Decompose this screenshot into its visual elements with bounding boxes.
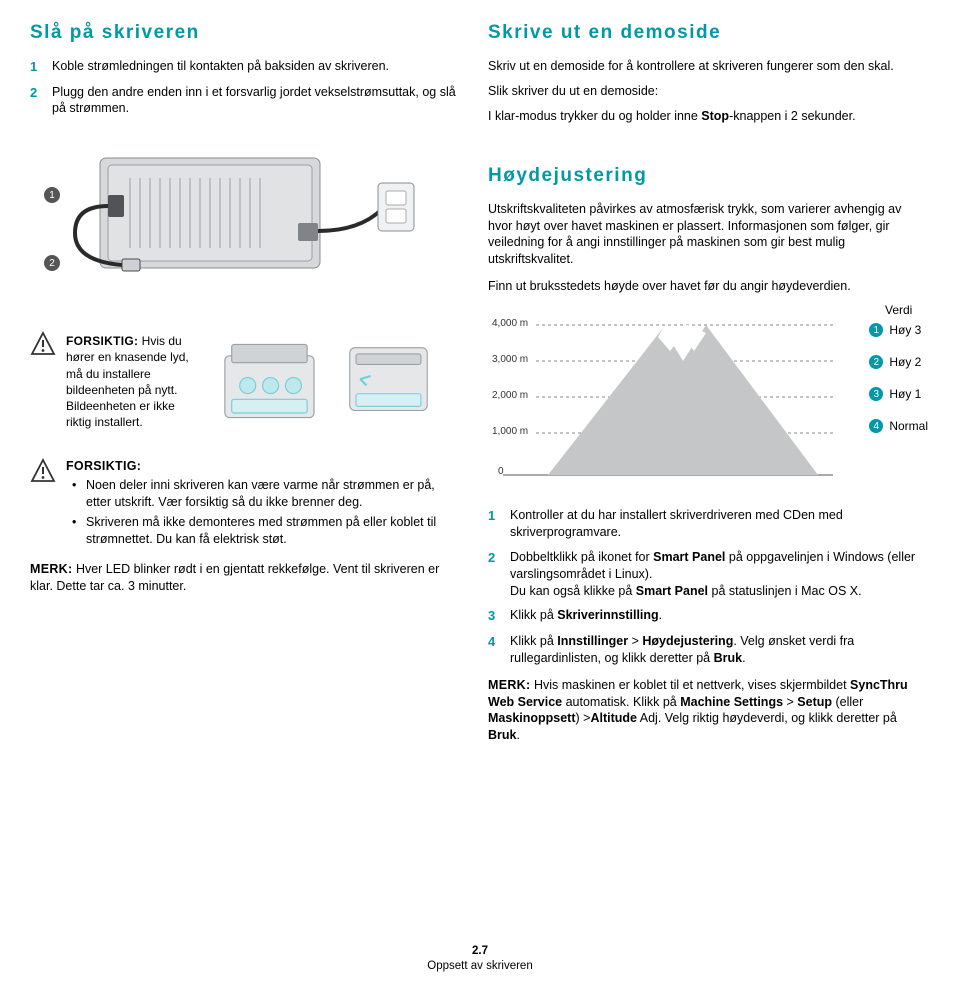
mini-printer-open-icon — [215, 333, 325, 429]
altitude-intro: Utskriftskvaliteten påvirkes av atmosfær… — [488, 201, 928, 269]
caution-label: FORSIKTIG: — [66, 458, 460, 475]
demo-p3: I klar-modus trykker du og holder inne S… — [488, 108, 928, 125]
legend-item: 2Høy 2 — [869, 355, 928, 369]
power-steps: 1 Koble strømledningen til kontakten på … — [30, 58, 460, 117]
page-footer: 2.7 Oppsett av skriveren — [0, 944, 960, 974]
warning-icon — [30, 458, 56, 484]
tick-label: 0 — [498, 466, 504, 477]
heading-altitude: Høydejustering — [488, 165, 928, 187]
warning-icon — [30, 331, 56, 357]
mountain-svg — [488, 303, 928, 493]
demo-p2: Slik skriver du ut en demoside: — [488, 83, 928, 100]
caution-text: FORSIKTIG: Hvis du hører en knasende lyd… — [66, 334, 189, 429]
printer-connection-diagram: 1 2 — [30, 143, 450, 293]
tick-label: 1,000 m — [492, 426, 528, 437]
step-2: 2 Dobbeltklikk på ikonet for Smart Panel… — [488, 549, 928, 600]
tick-label: 2,000 m — [492, 390, 528, 401]
step-text: Klikk på Skriverinnstilling. — [510, 607, 662, 625]
demo-p1: Skriv ut en demoside for å kontrollere a… — [488, 58, 928, 75]
legend-title: Verdi — [869, 303, 928, 317]
step-2: 2 Plugg den andre enden inn i et forsvar… — [30, 84, 460, 118]
step-4: 4 Klikk på Innstillinger > Høydejusterin… — [488, 633, 928, 667]
step-text: Koble strømledningen til kontakten på ba… — [52, 58, 389, 76]
heading-power-on: Slå på skriveren — [30, 22, 460, 44]
step-1: 1 Koble strømledningen til kontakten på … — [30, 58, 460, 76]
legend-item: 1Høy 3 — [869, 323, 928, 337]
altitude-findout: Finn ut bruksstedets høyde over havet fø… — [488, 278, 928, 295]
caution-imaging-unit: FORSIKTIG: Hvis du hører en knasende lyd… — [30, 331, 460, 430]
step-text: Kontroller at du har installert skriverd… — [510, 507, 928, 541]
note-network: MERK: Hvis maskinen er koblet til et net… — [488, 677, 928, 745]
tick-label: 3,000 m — [492, 354, 528, 365]
step-text: Dobbeltklikk på ikonet for Smart Panel p… — [510, 549, 928, 600]
altitude-chart: 4,000 m 3,000 m 2,000 m 1,000 m 0 Verdi … — [488, 303, 928, 493]
step-text: Klikk på Innstillinger > Høydejustering.… — [510, 633, 928, 667]
step-num: 1 — [30, 58, 42, 76]
mini-printer-closed-icon — [339, 333, 439, 421]
altitude-steps: 1 Kontroller at du har installert skrive… — [488, 507, 928, 667]
step-text: Plugg den andre enden inn i et forsvarli… — [52, 84, 460, 118]
step-num: 2 — [30, 84, 42, 118]
heading-demo-page: Skrive ut en demoside — [488, 22, 928, 44]
tick-label: 4,000 m — [492, 318, 528, 329]
printer-svg — [30, 143, 450, 293]
bullet: •Noen deler inni skriveren kan være varm… — [72, 477, 460, 511]
step-1: 1 Kontroller at du har installert skrive… — [488, 507, 928, 541]
bullet: •Skriveren må ikke demonteres med strømm… — [72, 514, 460, 548]
caution-hot-parts: FORSIKTIG: •Noen deler inni skriveren ka… — [30, 458, 460, 550]
legend-item: 4Normal — [869, 419, 928, 433]
altitude-legend: Verdi 1Høy 3 2Høy 2 3Høy 1 4Normal — [869, 303, 928, 433]
legend-item: 3Høy 1 — [869, 387, 928, 401]
step-3: 3 Klikk på Skriverinnstilling. — [488, 607, 928, 625]
note-led: MERK: Hver LED blinker rødt i en gjentat… — [30, 561, 460, 595]
